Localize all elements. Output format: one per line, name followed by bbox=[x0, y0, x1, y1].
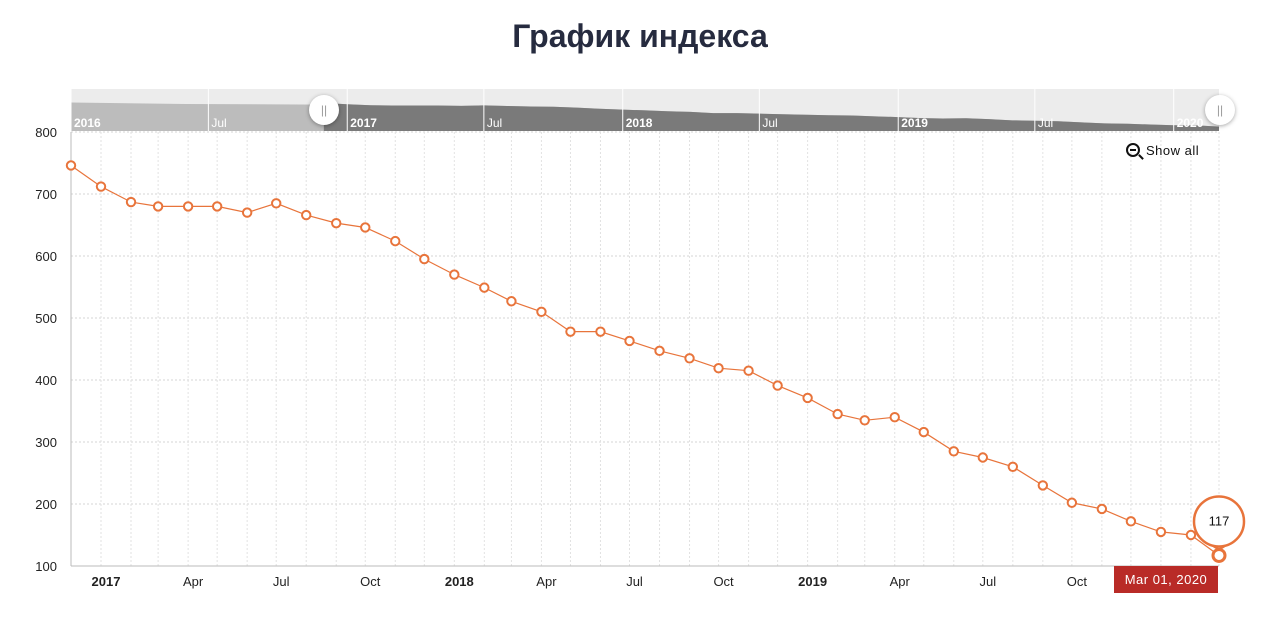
navigator-area-selected bbox=[323, 103, 1219, 131]
data-point bbox=[624, 335, 635, 347]
x-tick-label: Jul bbox=[980, 574, 997, 589]
tooltip-bubble bbox=[1192, 495, 1246, 548]
navigator-label: Jul bbox=[487, 116, 502, 130]
y-tick-label: 800 bbox=[35, 125, 57, 140]
x-tick-label: Apr bbox=[890, 574, 911, 589]
data-point bbox=[449, 269, 460, 280]
navigator-label: 2019 bbox=[901, 116, 928, 130]
x-tick-label: Oct bbox=[1067, 574, 1088, 589]
chart-title: График индекса bbox=[512, 18, 768, 54]
data-point bbox=[1211, 547, 1227, 563]
data-point bbox=[360, 222, 371, 233]
data-point bbox=[654, 345, 665, 357]
navigator-label: Jul bbox=[211, 116, 226, 130]
data-point bbox=[772, 380, 783, 391]
data-point bbox=[506, 296, 517, 307]
data-point bbox=[65, 160, 77, 171]
series-line bbox=[70, 164, 1220, 556]
x-tick-label: Oct bbox=[360, 574, 381, 589]
data-point bbox=[859, 415, 870, 426]
y-tick-label: 100 bbox=[35, 559, 57, 574]
x-tick-label: Oct bbox=[713, 574, 734, 589]
data-point bbox=[331, 217, 342, 229]
data-point bbox=[1155, 526, 1167, 538]
data-point bbox=[479, 282, 490, 293]
data-point bbox=[1125, 516, 1137, 527]
y-tick-label: 600 bbox=[35, 249, 57, 264]
x-tick-label: 2018 bbox=[445, 574, 474, 589]
data-point bbox=[1185, 529, 1197, 541]
x-tick-label: Jul bbox=[626, 574, 643, 589]
data-point bbox=[1007, 461, 1019, 472]
data-point bbox=[419, 253, 430, 265]
x-tick-label: Apr bbox=[183, 574, 204, 589]
navigator-left-handle[interactable]: || bbox=[309, 95, 339, 125]
data-point bbox=[182, 201, 194, 212]
x-tick-label: 2017 bbox=[92, 574, 121, 589]
data-point bbox=[1037, 480, 1049, 491]
data-point bbox=[152, 201, 164, 212]
data-point bbox=[595, 326, 606, 337]
show-all-label: Show all bbox=[1146, 142, 1200, 158]
navigator-label: Jul bbox=[762, 116, 777, 130]
x-axis: 2017 Apr Jul Oct 2018 Apr Jul Oct 2019 Apr Jul Oct bbox=[92, 574, 1088, 589]
data-point bbox=[918, 426, 929, 438]
data-point bbox=[241, 207, 253, 218]
show-all-button[interactable]: Show all bbox=[1126, 139, 1199, 161]
data-point bbox=[1066, 497, 1078, 508]
range-navigator[interactable]: 2016 Jul 2017 Jul 2018 Jul 2019 Jul 2020 bbox=[70, 89, 1219, 131]
data-point bbox=[301, 209, 312, 221]
data-point bbox=[536, 306, 547, 317]
data-point bbox=[684, 353, 695, 364]
data-point bbox=[713, 363, 724, 374]
y-axis: 100 200 300 400 500 600 700 800 bbox=[35, 125, 57, 574]
data-point bbox=[743, 365, 754, 376]
data-point bbox=[1096, 503, 1108, 515]
navigator-label: 2020 bbox=[1177, 116, 1204, 130]
y-tick-label: 300 bbox=[35, 435, 57, 450]
y-tick-label: 700 bbox=[35, 187, 57, 202]
data-point bbox=[889, 412, 900, 423]
x-tick-label: 2019 bbox=[798, 574, 827, 589]
data-point bbox=[125, 196, 137, 208]
data-point bbox=[948, 446, 959, 457]
navigator-label: 2016 bbox=[74, 116, 101, 130]
navigator-label: 2018 bbox=[626, 116, 653, 130]
navigator-label: 2017 bbox=[350, 116, 377, 130]
data-point bbox=[977, 452, 989, 463]
navigator-label: Jul bbox=[1038, 116, 1053, 130]
tooltip-value: 117 bbox=[1209, 513, 1230, 528]
data-point bbox=[802, 392, 813, 404]
navigator-right-handle[interactable]: || bbox=[1205, 95, 1235, 125]
x-tick-label: Jul bbox=[273, 574, 290, 589]
data-point bbox=[211, 201, 223, 212]
x-tick-label: Apr bbox=[536, 574, 557, 589]
y-tick-label: 200 bbox=[35, 497, 57, 512]
data-point bbox=[565, 326, 576, 337]
chart-grid bbox=[70, 131, 1220, 567]
date-badge: Mar 01, 2020 bbox=[1114, 566, 1218, 593]
data-point bbox=[271, 198, 282, 209]
data-point bbox=[832, 408, 843, 420]
index-series bbox=[65, 160, 1227, 563]
zoom-out-icon bbox=[1126, 143, 1140, 157]
y-tick-label: 500 bbox=[35, 311, 57, 326]
data-point bbox=[95, 181, 107, 192]
y-tick-label: 400 bbox=[35, 373, 57, 388]
data-point bbox=[390, 235, 401, 247]
value-tooltip: 117 bbox=[1192, 495, 1246, 551]
